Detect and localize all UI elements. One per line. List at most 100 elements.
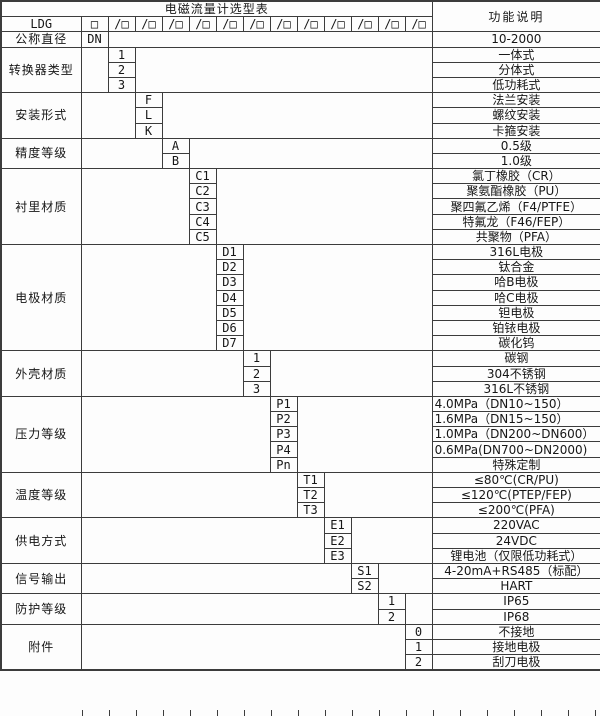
option-code: K — [134, 122, 163, 139]
spacer-right — [188, 137, 433, 170]
spacer-right — [404, 593, 433, 625]
spacer-right — [107, 31, 433, 48]
option-code: 0 — [404, 623, 433, 640]
spacer-left — [80, 471, 298, 519]
option-description: 特氟龙（F46/FEP） — [431, 213, 600, 230]
option-description: 哈C电极 — [431, 289, 600, 306]
category-label: 衬里材质 — [0, 168, 82, 245]
option-description: IP65 — [431, 593, 600, 610]
category-label: 供电方式 — [0, 517, 82, 564]
model-segment-box: /□ — [134, 16, 163, 33]
option-code: P2 — [269, 411, 298, 428]
option-description: 碳钢 — [431, 350, 600, 367]
model-segment-box: /□ — [215, 16, 244, 33]
model-segment-box: /□ — [296, 16, 325, 33]
option-code: 1 — [377, 593, 406, 610]
option-description: 接地电极 — [431, 638, 600, 656]
option-description: 螺纹安装 — [431, 107, 600, 124]
spacer-left — [80, 92, 136, 139]
option-code: C3 — [188, 198, 217, 215]
option-code: 3 — [107, 76, 136, 94]
function-column-header: 功能说明 — [431, 0, 600, 33]
option-description: 316L不锈钢 — [431, 380, 600, 397]
option-description: 刮刀电极 — [431, 654, 600, 671]
option-code: F — [134, 92, 163, 109]
category-label: 转换器类型 — [0, 46, 82, 94]
spacer-left — [80, 46, 109, 94]
category-label: 附件 — [0, 623, 82, 671]
option-description: 法兰安装 — [431, 92, 600, 109]
spacer-right — [242, 243, 433, 352]
option-code: T1 — [296, 471, 325, 489]
option-code: E3 — [323, 547, 352, 564]
option-description: 10-2000 — [431, 31, 600, 48]
spacer-left — [80, 395, 271, 473]
spacer-right — [269, 350, 433, 397]
option-code: T3 — [296, 502, 325, 519]
option-code: P4 — [269, 441, 298, 458]
model-segment-box: /□ — [323, 16, 352, 33]
option-description: 钽电极 — [431, 304, 600, 321]
option-description: 不接地 — [431, 623, 600, 640]
category-label: 信号输出 — [0, 562, 82, 595]
option-description: ≤120℃(PTEP/FEP) — [431, 486, 600, 504]
option-code: S1 — [350, 562, 379, 580]
option-code: 2 — [107, 61, 136, 78]
option-description: 钛合金 — [431, 259, 600, 276]
option-description: 220VAC — [431, 517, 600, 534]
option-code: C1 — [188, 168, 217, 185]
spacer-right — [350, 517, 433, 564]
option-description: 24VDC — [431, 532, 600, 549]
option-code: A — [161, 137, 190, 154]
table-title: 电磁流量计选型表 — [0, 0, 433, 18]
category-label: 外壳材质 — [0, 350, 82, 397]
selection-table: 电磁流量计选型表 功能说明 LDG □/□/□/□/□/□/□/□/□/□/□/□/□… — [0, 0, 600, 672]
option-description: ≤80℃(CR/PU) — [431, 471, 600, 489]
spacer-left — [80, 623, 406, 671]
option-description: HART — [431, 578, 600, 595]
option-description: 特殊定制 — [431, 456, 600, 473]
spacer-left — [80, 168, 190, 245]
model-segment-box: /□ — [188, 16, 217, 33]
spacer-right — [296, 395, 433, 473]
category-label: 温度等级 — [0, 471, 82, 519]
model-segment-box: /□ — [350, 16, 379, 33]
category-label: 公称直径 — [0, 31, 82, 48]
category-label: 电极材质 — [0, 243, 82, 352]
option-code: D3 — [215, 274, 244, 291]
option-description: 共聚物（PFA） — [431, 228, 600, 246]
option-description: 0.6MPa(DN700~DN2000) — [431, 441, 600, 458]
option-code: D7 — [215, 335, 244, 352]
option-description: 低功耗式 — [431, 76, 600, 94]
option-description: 0.5级 — [431, 137, 600, 154]
option-code: 3 — [242, 380, 271, 397]
option-code: T2 — [296, 486, 325, 504]
spacer-left — [80, 593, 379, 625]
option-code: 2 — [377, 608, 406, 625]
spacer-right — [161, 92, 433, 139]
model-segment-box: /□ — [269, 16, 298, 33]
option-description: ≤200℃(PFA) — [431, 502, 600, 519]
option-description: IP68 — [431, 608, 600, 625]
option-code: C2 — [188, 183, 217, 200]
option-code: DN — [80, 31, 109, 48]
option-code: 1 — [404, 638, 433, 656]
option-code: D2 — [215, 259, 244, 276]
option-code: 2 — [404, 654, 433, 671]
option-code: E2 — [323, 532, 352, 549]
spacer-left — [80, 517, 325, 564]
option-description: 氯丁橡胶（CR） — [431, 168, 600, 185]
option-code: D6 — [215, 319, 244, 337]
option-description: 聚四氟乙烯（F4/PTFE） — [431, 198, 600, 215]
model-segment-box: /□ — [404, 16, 433, 33]
cutoff-next-row-ticks — [82, 710, 600, 716]
spacer-left — [80, 562, 352, 595]
spacer-right — [377, 562, 433, 595]
model-segment-box: /□ — [377, 16, 406, 33]
option-description: 304不锈钢 — [431, 365, 600, 382]
spacer-right — [134, 46, 433, 94]
spacer-left — [80, 350, 244, 397]
option-code: S2 — [350, 578, 379, 595]
option-description: 碳化钨 — [431, 335, 600, 352]
model-segment-box: /□ — [242, 16, 271, 33]
